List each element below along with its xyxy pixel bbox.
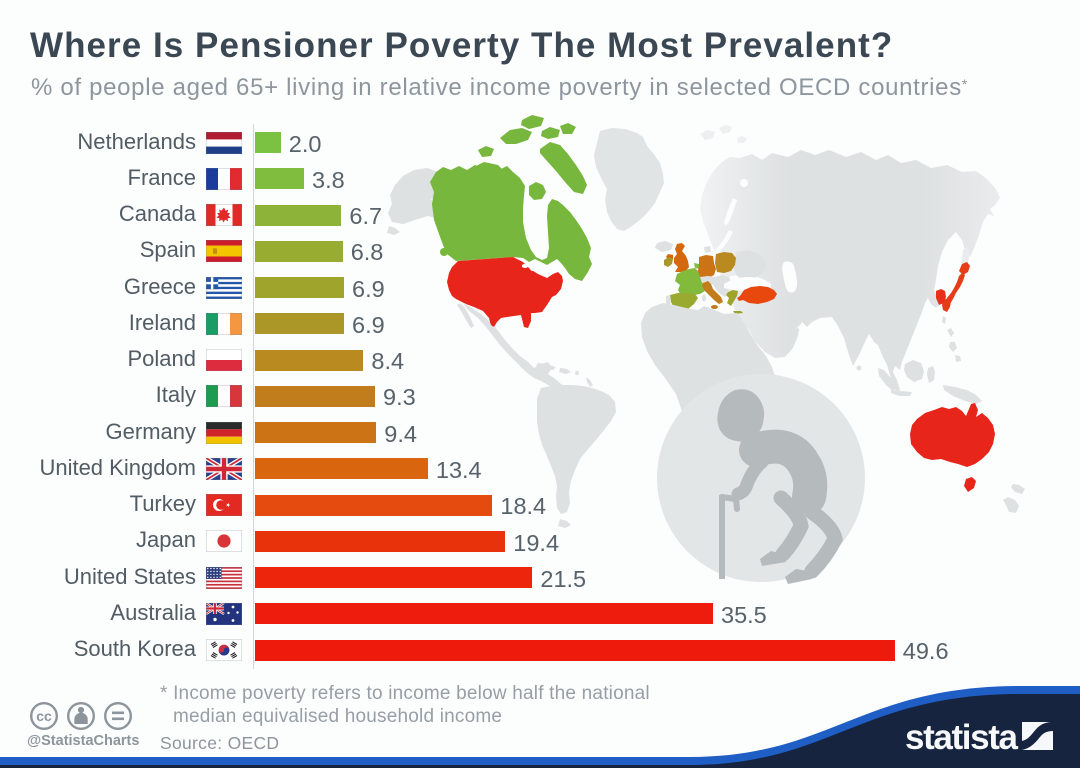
svg-text:statista: statista <box>905 718 1019 757</box>
svg-text:cc: cc <box>36 708 52 724</box>
